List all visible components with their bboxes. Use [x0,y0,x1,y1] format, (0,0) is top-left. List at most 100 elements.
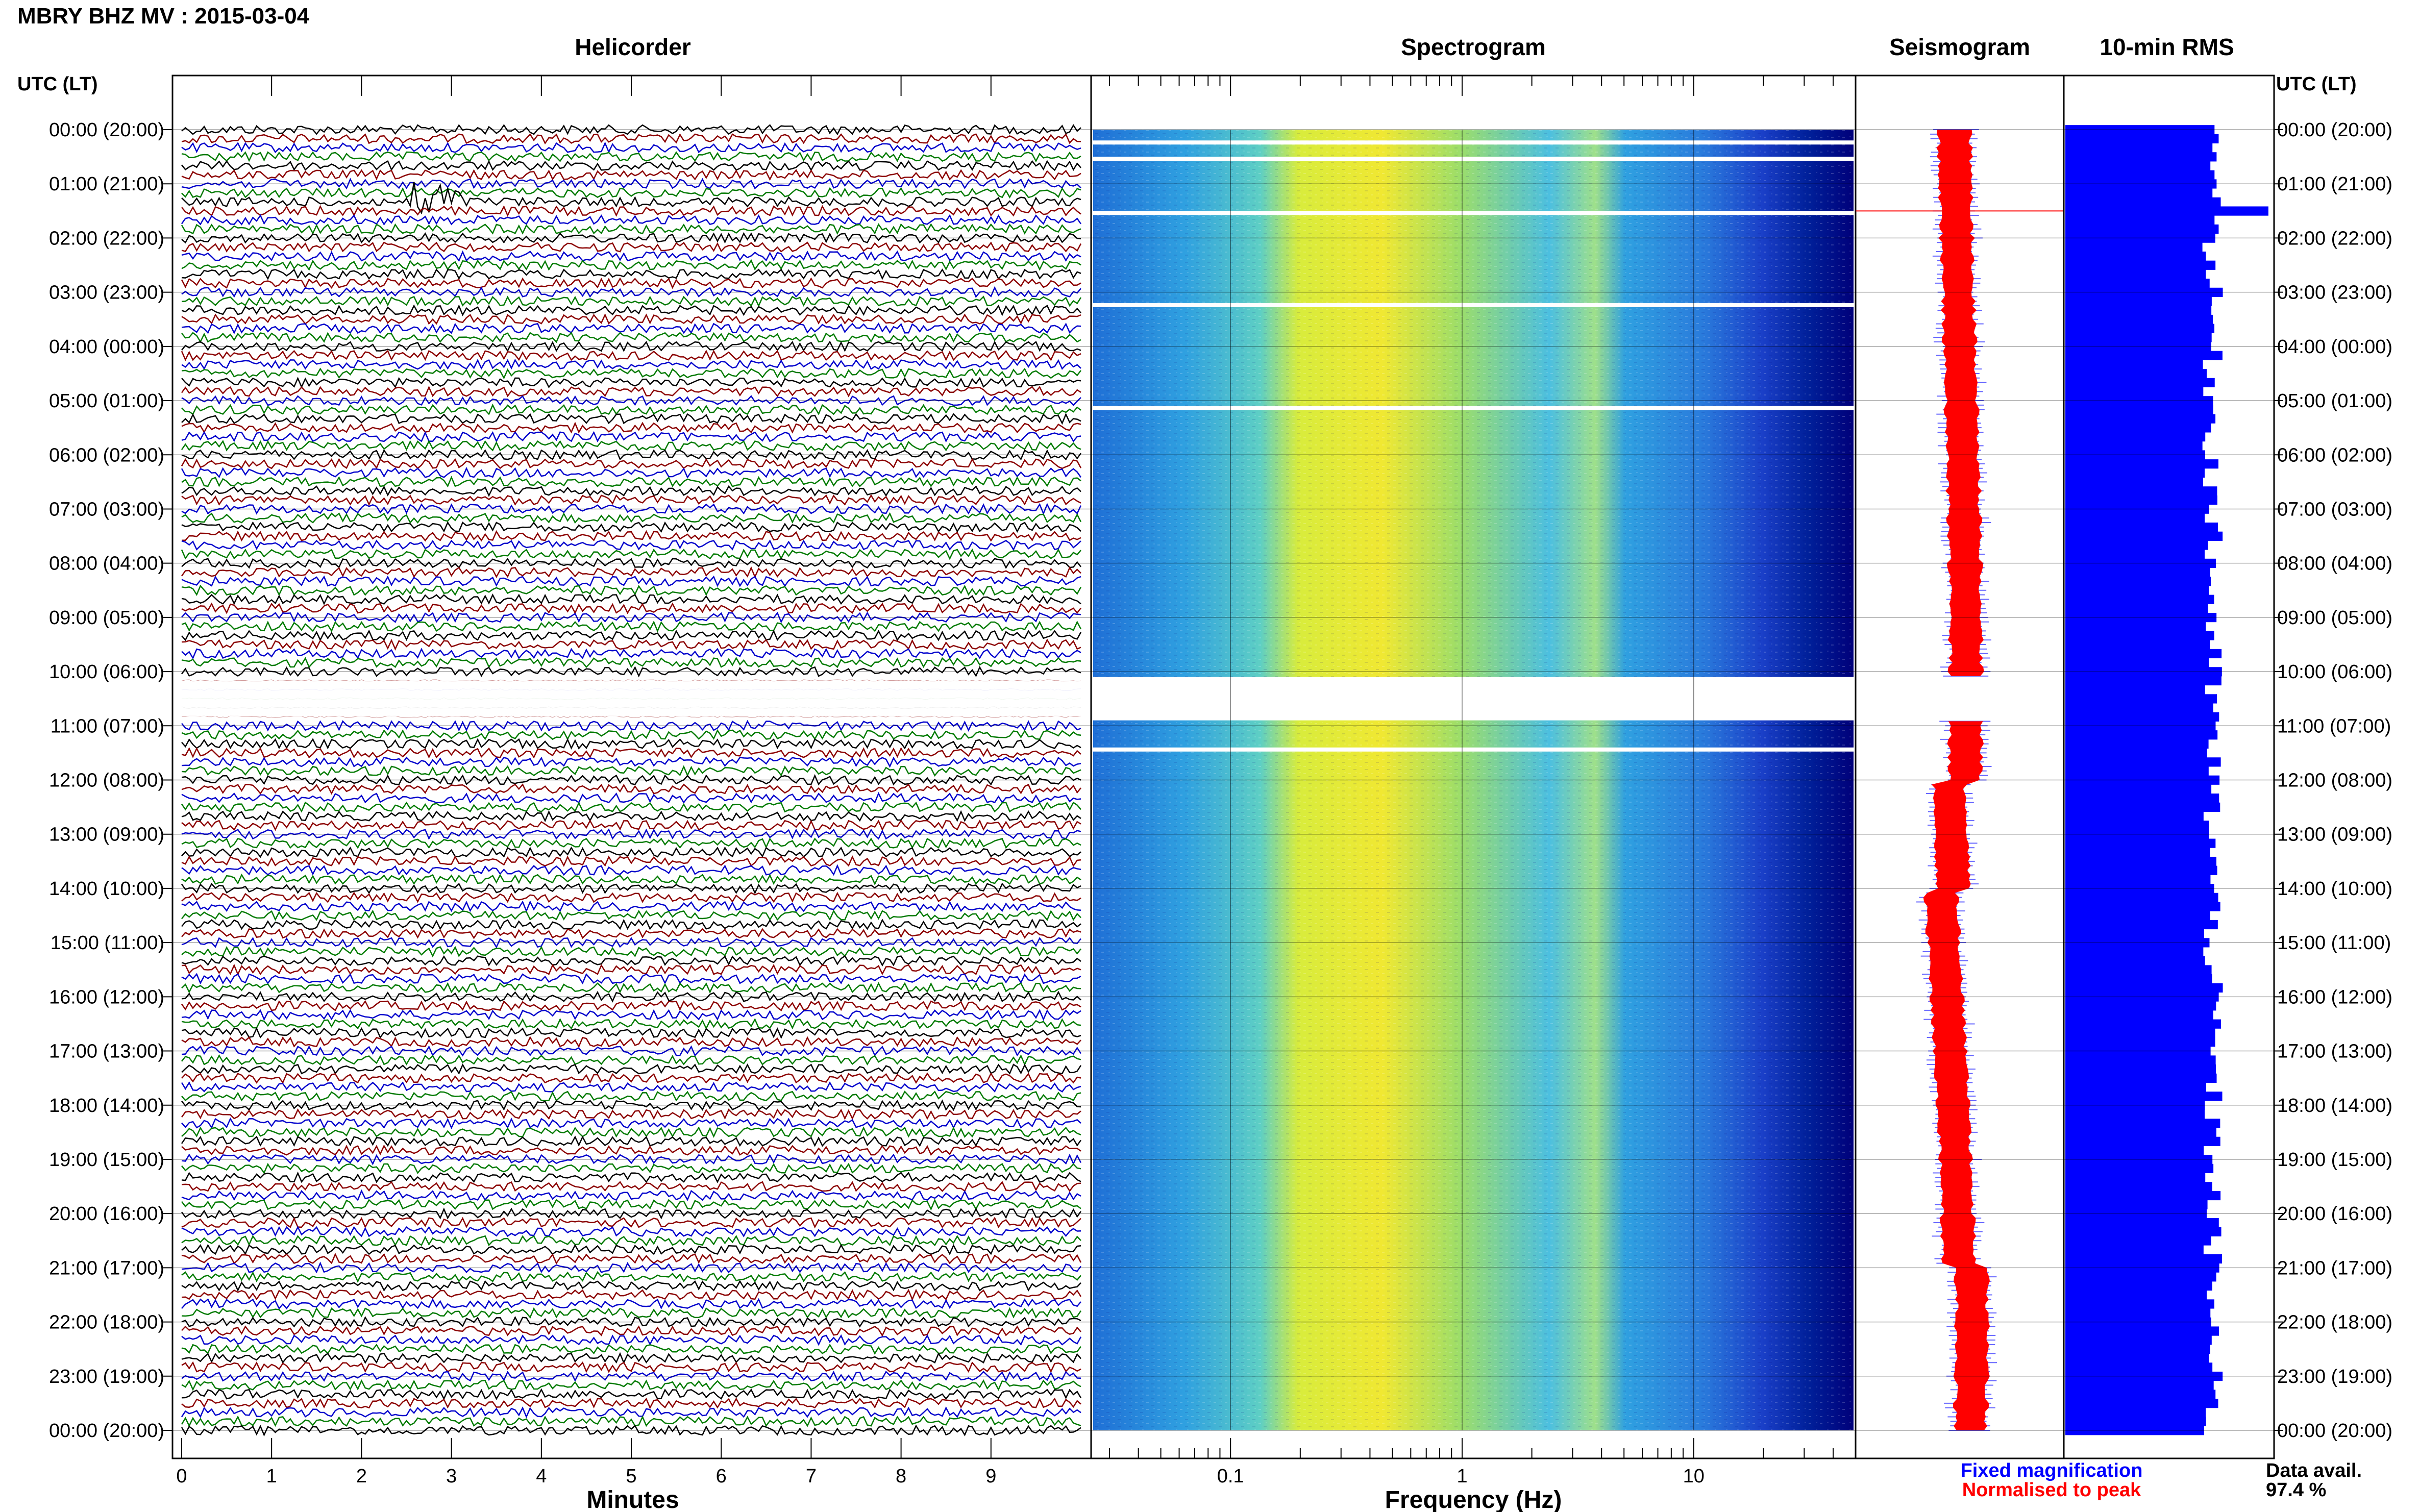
time-label-left: 18:00 (14:00) [49,1095,164,1117]
spectrogram-panel [1090,75,1857,1459]
helicorder-trace [181,485,1081,497]
rms-bar [2065,378,2215,387]
time-label-right: 23:00 (19:00) [2277,1366,2392,1387]
helicorder-trace [181,440,1081,452]
rms-bar [2065,730,2218,740]
helicorder-trace [181,1397,1081,1409]
rms-bar [2065,1362,2213,1372]
time-label-right: 16:00 (12:00) [2277,986,2392,1008]
helicorder-trace [181,720,1081,732]
time-label-right: 13:00 (09:00) [2277,824,2392,846]
rms-bar [2065,477,2203,487]
minute-tick-label: 1 [266,1466,277,1487]
seismogram-normalised-trace [1936,130,1984,676]
rms-bar [2065,468,2205,478]
helicorder-trace [181,918,1081,930]
rms-bar [2065,450,2206,460]
time-label-right: 08:00 (04:00) [2277,553,2392,575]
rms-bar [2065,1146,2204,1155]
helicorder-trace [181,350,1081,361]
rms-bar [2065,233,2215,243]
rms-bar [2065,1001,2216,1011]
time-axis-right: 00:00 (20:00) 01:00 (21:00) 02:00 (22:00) 0… [2274,119,2392,1442]
helicorder-trace [181,665,1081,678]
helicorder-trace [181,548,1081,560]
helicorder-trace [181,268,1081,280]
rms-bar [2065,1390,2216,1399]
helicorder-trace [181,891,1081,903]
time-label-right: 09:00 (05:00) [2277,607,2392,629]
helicorder-trace [181,990,1081,1003]
time-label-left: 19:00 (15:00) [49,1149,164,1171]
time-label-right: 06:00 (02:00) [2277,444,2392,466]
rms-bar [2065,1281,2212,1291]
rms-bar [2065,721,2216,731]
rms-bar [2065,269,2206,279]
helicorder-trace [181,141,1081,154]
rms-bar [2065,1326,2219,1336]
spectrogram-gap [1093,677,1854,721]
helicorder-trace [181,982,1081,994]
rms-bar [2065,1236,2211,1246]
helicorder-trace [181,1117,1081,1129]
helicorder-trace [181,558,1081,569]
helicorder-trace [181,657,1081,668]
rms-bar [2065,188,2213,198]
helicorder-trace [181,638,1081,651]
time-label-right: 22:00 (18:00) [2277,1312,2392,1333]
rms-bar [2065,550,2205,559]
rms-bar [2065,251,2206,261]
rms-bar [2065,1407,2206,1417]
minute-tick-label: 7 [806,1466,817,1487]
helicorder-trace [181,250,1081,262]
rms-bar [2065,387,2204,396]
helicorder-trace [181,855,1081,867]
rms-bar [2065,884,2214,894]
rms-bar [2065,197,2221,207]
helicorder-trace [181,431,1081,443]
rms-bar [2065,1209,2207,1219]
helicorder-trace [181,1090,1081,1102]
rms-bar [2065,405,2213,415]
rms-bar [2065,306,2212,315]
helicorder-trace [181,241,1082,253]
rms-bar [2065,667,2222,677]
helicorder-trace [181,900,1081,913]
rms-bar [2065,1055,2216,1065]
rms-bar [2065,838,2216,848]
rms-bar [2065,965,2212,975]
rms-bar [2065,1317,2211,1327]
rms-bar [2065,486,2217,496]
helicorder-trace [181,223,1081,235]
helicorder-trace [181,846,1081,858]
rms-bar [2065,260,2216,270]
rms-bar [2065,1399,2218,1408]
helicorder-trace [181,946,1081,958]
spectrogram-gap [1093,303,1854,307]
rms-bar [2065,911,2210,921]
rms-bar [2065,1155,2213,1164]
seismogram-title: Seismogram [1889,34,2030,60]
helicorder-trace [181,133,1081,145]
helicorder-trace [181,494,1081,506]
helicorder-trace [181,1288,1082,1301]
rms-bar [2065,1245,2204,1255]
helicorder-trace [181,259,1081,271]
minute-tick-label: 5 [626,1466,636,1487]
rms-bar [2065,567,2210,577]
rms-bar [2065,1299,2214,1309]
time-label-left: 13:00 (09:00) [49,824,164,846]
helicorder-trace [181,1261,1081,1274]
time-label-left: 04:00 (00:00) [49,336,164,358]
helicorder-trace [181,1424,1081,1437]
time-label-right: 00:00 (20:00) [2277,119,2392,141]
rms-bar [2065,143,2213,153]
helicorder-trace [181,819,1081,831]
helicorder-trace [181,774,1081,786]
helicorder-trace [181,575,1081,587]
spectrogram-gap [1093,157,1854,161]
rms-bar [2065,1191,2221,1201]
rms-bar [2065,1073,2217,1083]
rms-bar [2065,1100,2205,1110]
minute-tick-label: 6 [716,1466,727,1487]
